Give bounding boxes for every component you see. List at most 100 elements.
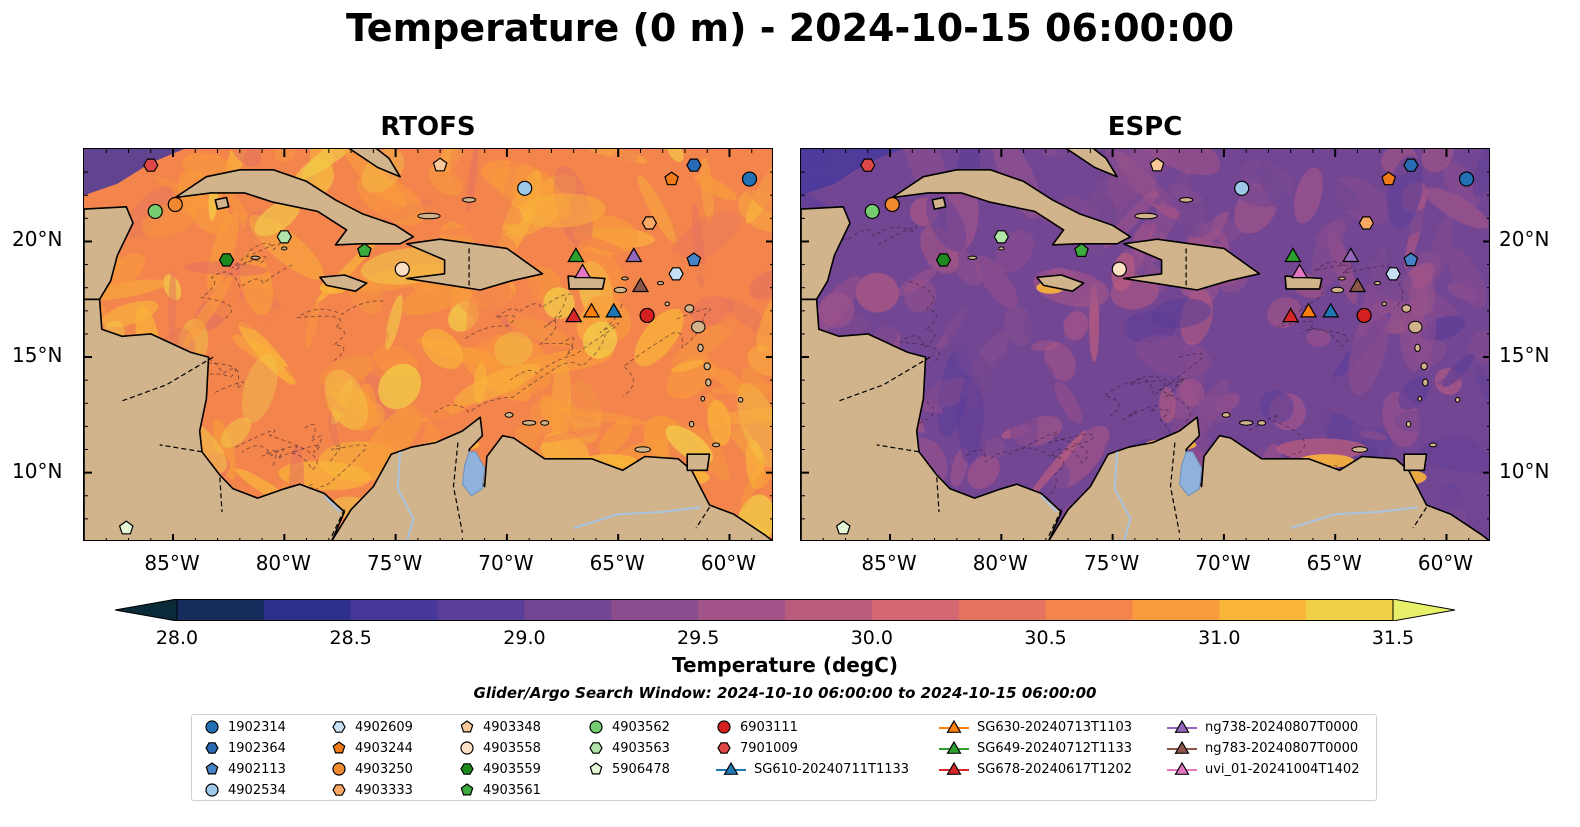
small-island: [703, 362, 711, 371]
legend-label: 4903562: [612, 719, 670, 735]
platform-marker-7901009: [143, 158, 159, 172]
small-island: [1417, 395, 1423, 402]
eddy-blob: [229, 149, 262, 167]
platform-marker-4903561: [1074, 242, 1089, 258]
small-island: [1420, 362, 1428, 371]
legend-entry: ng738-20240807T0000: [1167, 717, 1358, 737]
eddy-blob: [1415, 339, 1447, 368]
lake-maracaibo: [1178, 451, 1203, 497]
platform-marker-SG610-20240711T1133: [1322, 302, 1340, 318]
eddy-blob: [421, 328, 463, 370]
land-central-america: [801, 298, 1063, 540]
colorbar-extend-low: [114, 598, 178, 622]
eddy-blob: [494, 331, 533, 366]
small-island: [634, 446, 651, 453]
small-island: [656, 280, 665, 286]
eddy-blob: [1359, 430, 1388, 441]
eddy-blob: [423, 402, 456, 432]
legend-marker-icon: [717, 742, 731, 754]
legend-symbol: [205, 762, 219, 775]
eddy-blob: [1307, 374, 1341, 449]
small-island: [1257, 420, 1267, 426]
eddy-blob: [238, 321, 296, 385]
eddy-blob: [96, 253, 146, 297]
country-border: [1169, 442, 1180, 533]
x-tick-label: 65°W: [1306, 551, 1362, 575]
eddy-blob: [220, 417, 252, 448]
small-island: [712, 442, 721, 448]
eddy-blob: [297, 250, 336, 283]
eddy-blob: [706, 341, 738, 370]
legend-symbol: [1174, 740, 1190, 754]
panel-title-rtofs: RTOFS: [380, 112, 476, 142]
platform-marker-4903333: [641, 216, 658, 230]
legend-entry: 6903111: [716, 717, 798, 737]
eddy-blob: [221, 180, 259, 244]
small-island: [967, 255, 978, 260]
eddy-blob: [643, 149, 667, 170]
colorbar: [114, 598, 1456, 622]
x-tick-label: 70°W: [478, 551, 534, 575]
legend-marker-icon: [460, 763, 474, 775]
colorbar-segment: [1045, 599, 1134, 621]
bathymetry-contour: [463, 293, 572, 341]
platform-marker-4903563: [993, 230, 1009, 244]
platform-marker-5906478: [835, 520, 851, 535]
y-tick-label-left: 20°N: [12, 227, 63, 252]
eddy-blob: [737, 382, 772, 468]
legend-label: 4903250: [355, 761, 413, 777]
bathymetry-contour: [899, 280, 940, 362]
legend-entry: 7901009: [716, 738, 798, 758]
eddy-blob: [637, 174, 676, 244]
x-tick-label: 85°W: [861, 551, 917, 575]
eddy-blob: [558, 407, 649, 426]
bathymetry-contour: [510, 304, 623, 381]
eddy-blob: [466, 149, 479, 212]
platform-marker-4903558: [1111, 261, 1127, 277]
legend-marker-icon: [939, 740, 969, 754]
land-cuba: [891, 169, 1132, 246]
eddy-blob: [385, 294, 403, 350]
land-bahamas-a: [348, 149, 401, 178]
legend-entry: 4903333: [331, 780, 413, 800]
eddy-blob: [1386, 155, 1423, 229]
legend-entry: 4903562: [588, 717, 670, 737]
eddy-blob: [1258, 330, 1336, 394]
small-island: [1221, 412, 1231, 418]
eddy-blob: [934, 305, 970, 355]
eddy-blob: [1054, 381, 1083, 424]
eddy-blob: [504, 149, 521, 198]
eddy-blob: [241, 354, 278, 423]
legend-marker-icon: [589, 742, 603, 754]
eddy-blob: [328, 413, 339, 447]
colorbar-tick-label: 29.5: [676, 627, 720, 649]
eddy-blob: [168, 269, 177, 341]
eddy-blob: [756, 287, 772, 353]
eddy-blob: [1429, 215, 1454, 282]
legend-marker-icon: [460, 741, 474, 755]
eddy-blob: [988, 352, 1019, 404]
platform-marker-SG649-20240712T1133: [567, 247, 585, 263]
small-island: [1408, 320, 1423, 334]
colorbar-segment: [871, 599, 960, 621]
colorbar-segment: [437, 599, 526, 621]
legend-label: 6903111: [740, 719, 798, 735]
eddy-blob: [1179, 206, 1214, 238]
colorbar-segment: [958, 599, 1047, 621]
small-island: [1405, 420, 1412, 428]
x-tick-label: 60°W: [700, 551, 757, 575]
legend-label: 1902364: [228, 740, 286, 756]
eddy-blob: [345, 149, 407, 207]
eddy-blob: [324, 369, 369, 430]
platform-marker-SG678-20240617T1202: [1282, 307, 1300, 323]
legend-entry: 4903250: [331, 759, 413, 779]
small-island: [281, 246, 288, 251]
legend-label: 7901009: [740, 740, 798, 756]
eddy-blob: [213, 419, 237, 480]
bathymetry-contour: [434, 333, 606, 413]
legend-entry: uvi_01-20241004T1402: [1167, 759, 1359, 779]
eddy-blob: [1408, 273, 1436, 316]
small-island: [1239, 420, 1254, 426]
land-isla-juventud: [214, 196, 230, 210]
colorbar-tick-label: 30.0: [850, 627, 893, 649]
